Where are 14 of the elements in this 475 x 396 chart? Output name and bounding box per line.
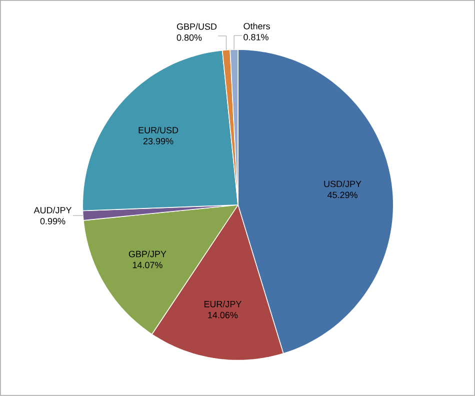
data-label: 0.81% bbox=[244, 34, 268, 40]
data-label: 0.99% bbox=[40, 218, 66, 224]
slice-label: Others bbox=[244, 22, 270, 30]
data-label: 45.29% bbox=[327, 192, 358, 198]
slice-label: GBP/JPY bbox=[128, 250, 166, 258]
slice-label: AUD/JPY bbox=[34, 206, 72, 214]
data-label: 23.99% bbox=[144, 138, 174, 144]
slice-label: EUR/USD bbox=[138, 126, 178, 134]
slice-label: EUR/JPY bbox=[204, 300, 242, 308]
data-label: 14.07% bbox=[132, 262, 162, 268]
slice-label: USD/JPY bbox=[324, 180, 362, 188]
data-label: 0.80% bbox=[176, 34, 202, 41]
data-label: 14.06% bbox=[208, 312, 238, 318]
slice-label: GBP/USD bbox=[176, 23, 217, 30]
